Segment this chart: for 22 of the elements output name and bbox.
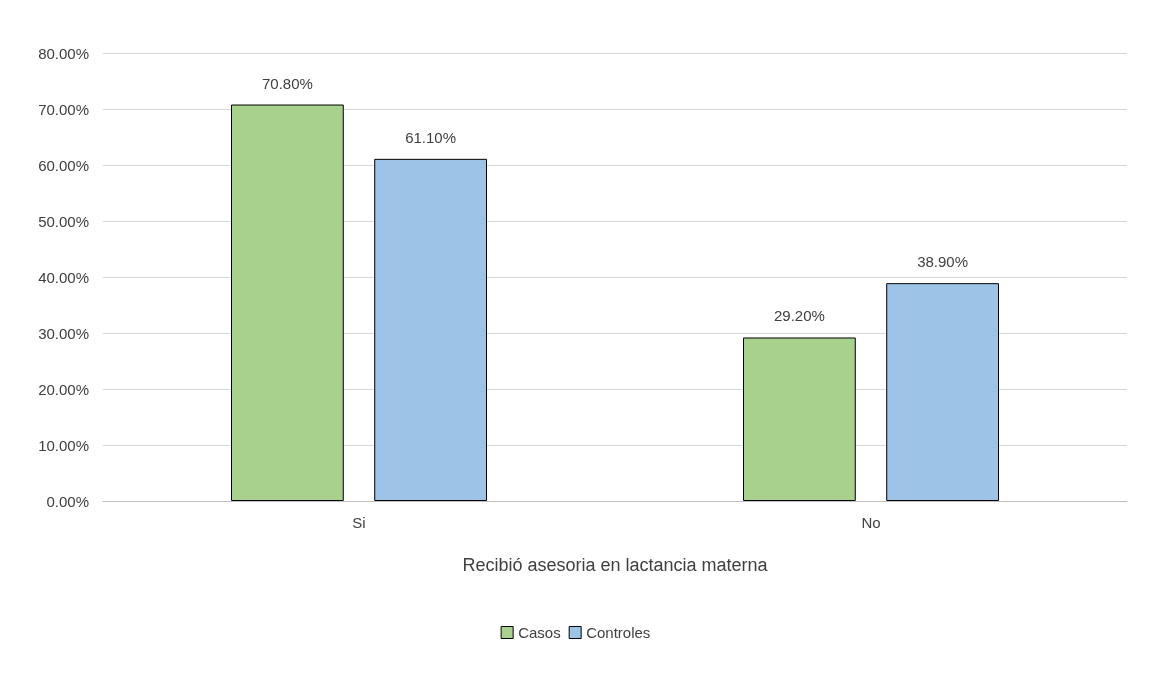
bar [743, 337, 856, 501]
y-tick-label: 60.00% [38, 156, 89, 174]
y-tick-label: 40.00% [38, 268, 89, 286]
bar [886, 283, 999, 501]
bar [374, 158, 487, 501]
legend-label: Casos [518, 624, 561, 641]
data-label: 61.10% [405, 128, 457, 146]
y-tick-label: 70.00% [38, 100, 89, 118]
x-tick-label: No [861, 514, 881, 531]
y-tick-label: 80.00% [38, 44, 89, 62]
x-tick-label: Si [352, 514, 366, 531]
y-tick-label: 50.00% [38, 212, 89, 230]
bar [231, 104, 344, 501]
y-tick-label: 30.00% [38, 324, 89, 342]
data-label: 29.20% [773, 307, 825, 325]
y-tick-label: 10.00% [38, 436, 89, 454]
y-tick-label: 20.00% [38, 380, 89, 398]
data-label: 70.80% [261, 74, 313, 92]
data-label: 38.90% [917, 253, 969, 271]
y-tick-label: 0.00% [46, 492, 89, 510]
legend-label: Controles [586, 624, 651, 641]
x-axis-title: Recibió asesoria en lactancia materna [462, 555, 769, 575]
